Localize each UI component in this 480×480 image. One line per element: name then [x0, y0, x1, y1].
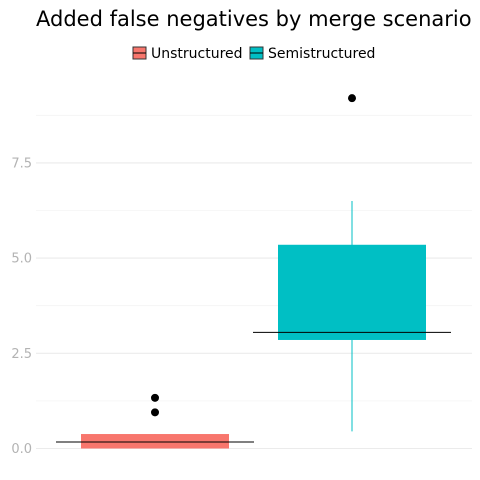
legend-item-semistructured: Semistructured [249, 46, 375, 62]
y-axis-ticks: 0.0 2.5 5.0 7.5 [11, 156, 32, 457]
box-unstructured [56, 393, 254, 449]
box-body [278, 244, 426, 340]
chart-title: Added false negatives by merge scenario [36, 7, 472, 31]
boxes [56, 94, 451, 449]
y-tick-label: 7.5 [11, 156, 32, 171]
box-semistructured [253, 94, 451, 432]
y-tick-label: 5.0 [11, 252, 32, 267]
y-tick-label: 2.5 [11, 347, 32, 362]
outlier-point [348, 94, 356, 103]
legend: Unstructured Semistructured [132, 46, 375, 62]
y-tick-label: 0.0 [11, 442, 32, 457]
legend-label: Unstructured [151, 46, 243, 62]
legend-item-unstructured: Unstructured [132, 46, 243, 62]
legend-label: Semistructured [268, 46, 375, 62]
box-body [81, 434, 229, 449]
outlier-point [151, 393, 159, 402]
outlier-point [151, 408, 159, 417]
